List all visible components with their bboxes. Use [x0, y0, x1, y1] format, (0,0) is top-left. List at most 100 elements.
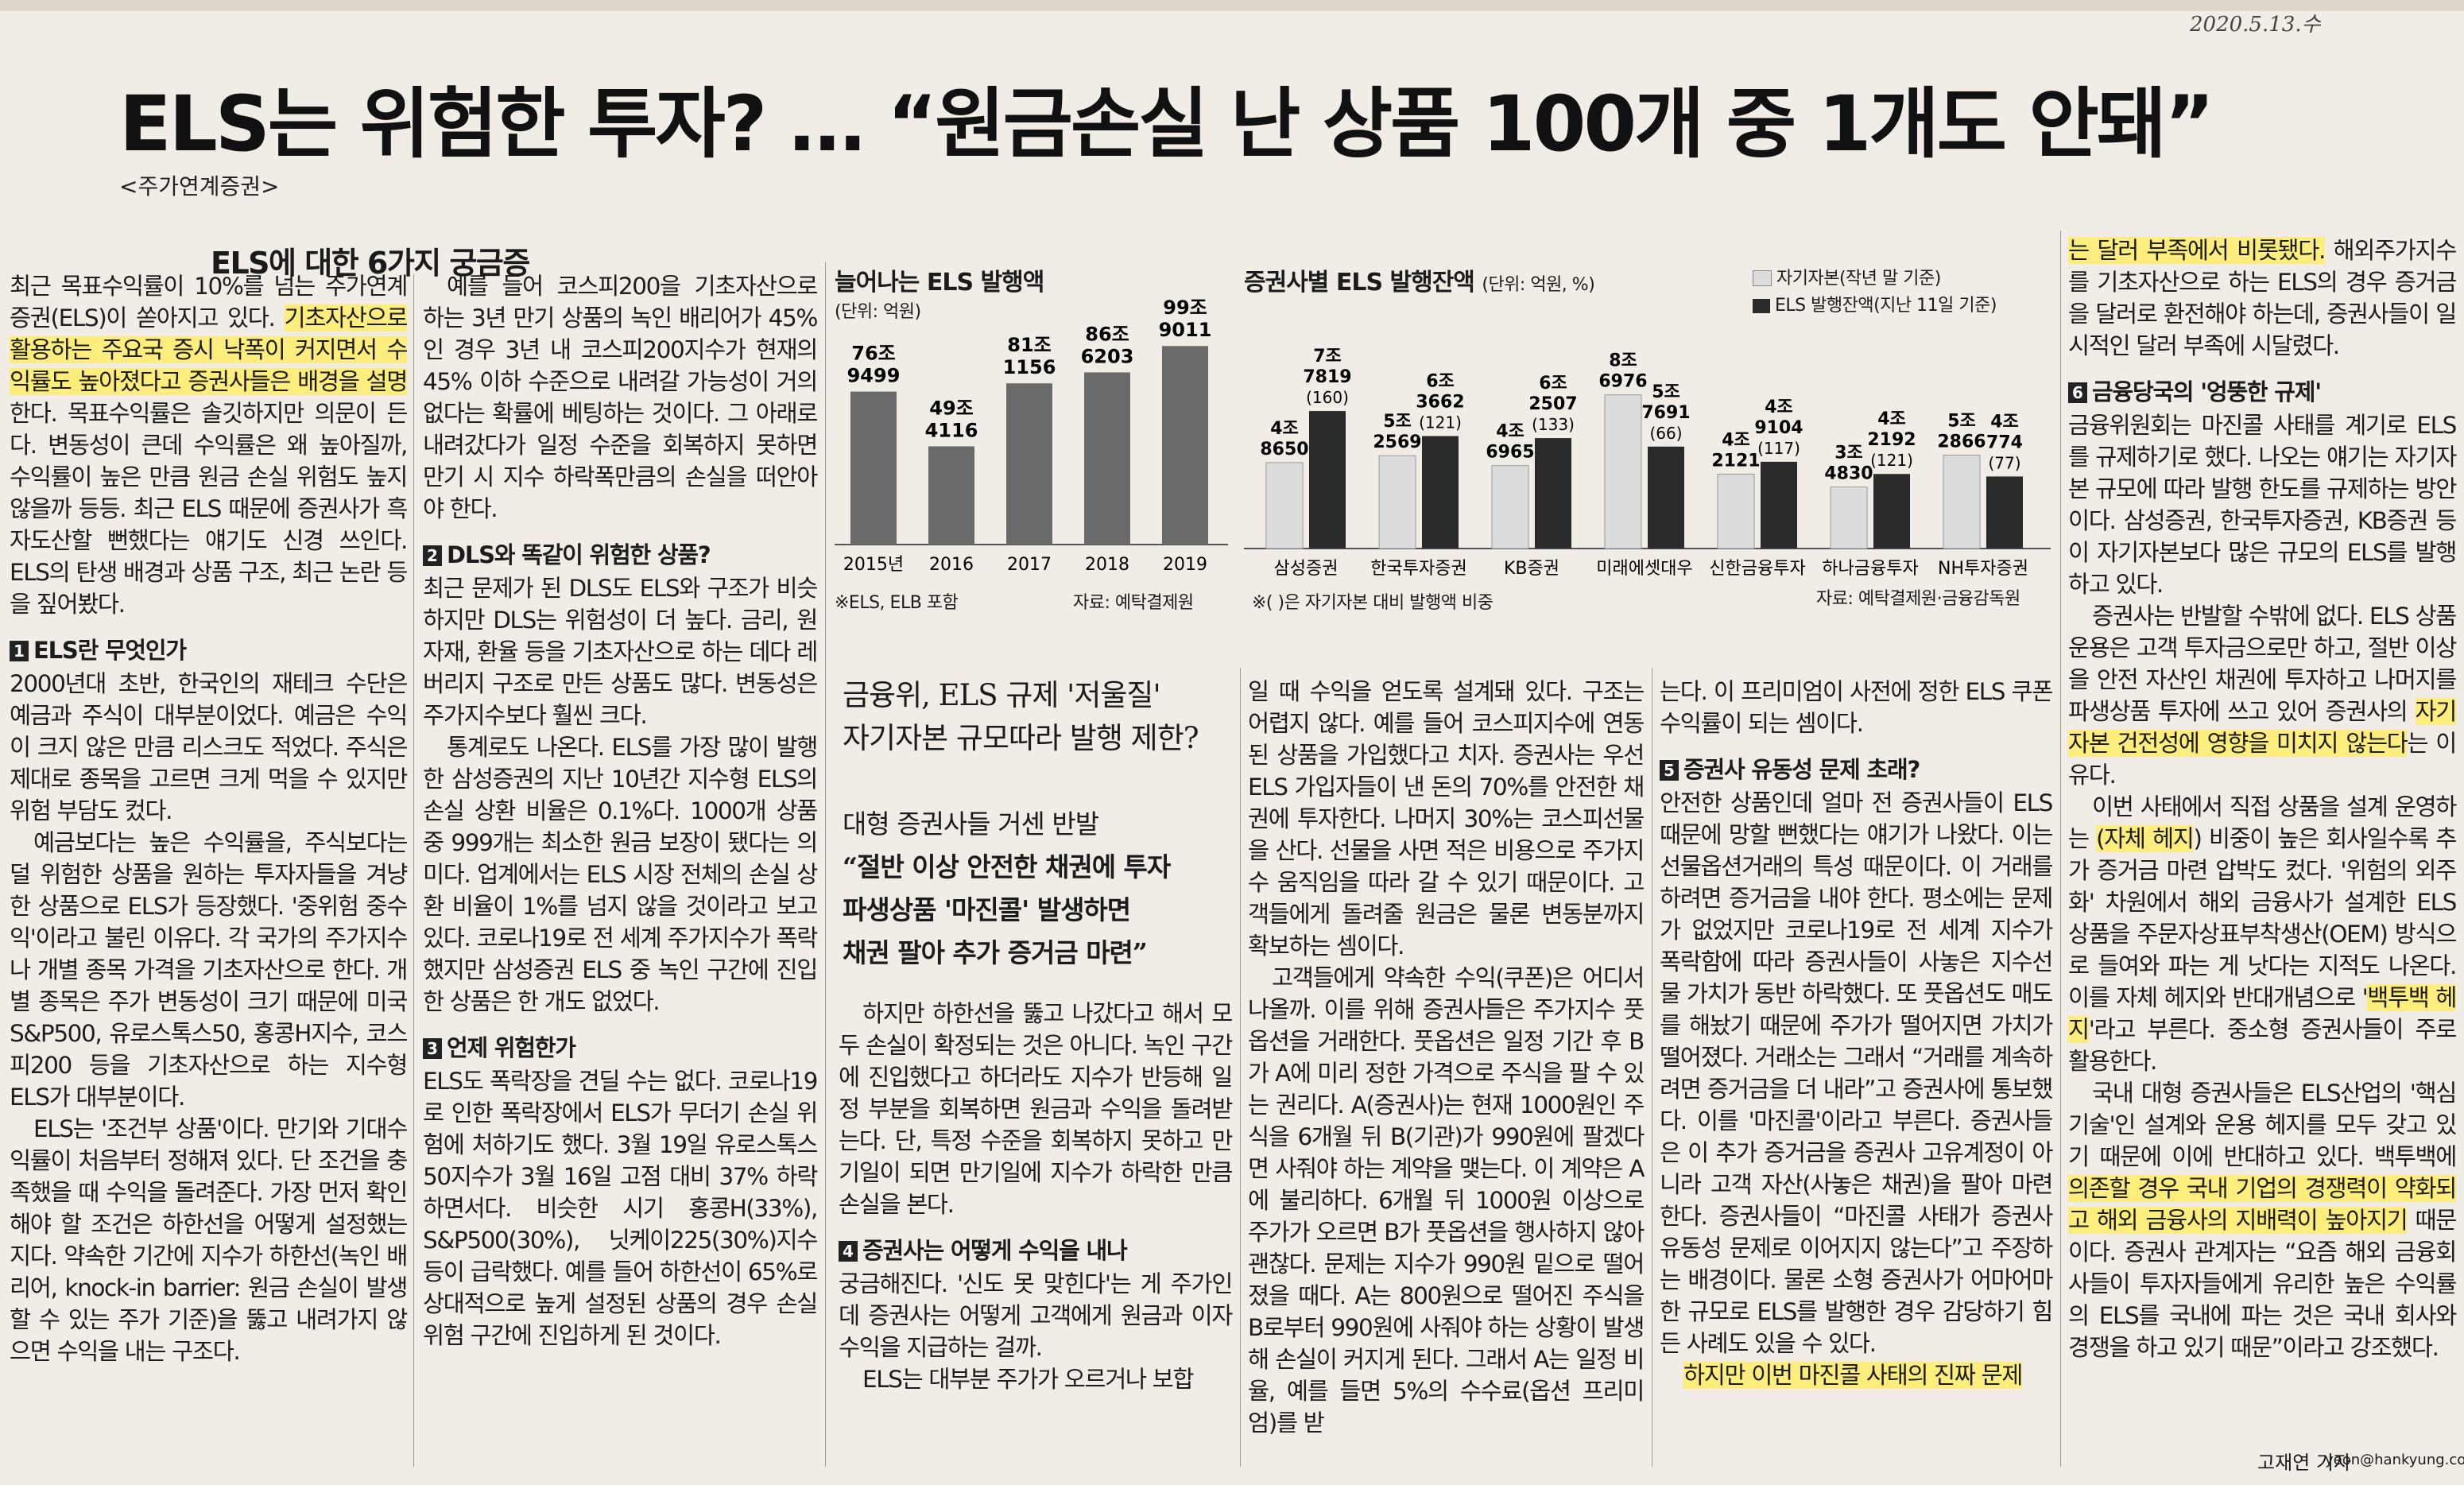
- bar-value-label: 2192: [1867, 430, 1916, 450]
- bar-2-0: [1491, 465, 1529, 549]
- x-tick-label: NH투자증권: [1938, 559, 2028, 579]
- bar-5-1: [1873, 474, 1910, 549]
- bar-value-label: 2569: [1373, 432, 1421, 452]
- bar-value-label: 5조: [1652, 382, 1680, 402]
- chart-source: 자료: 예탁결제원·금융감독원: [1816, 589, 2020, 609]
- bar-value-label: 76조: [851, 343, 895, 365]
- bar-3: [1084, 372, 1130, 545]
- chart-footnote: ※ELS, ELB 포함: [835, 593, 959, 613]
- x-tick-label: 삼성증권: [1274, 559, 1339, 579]
- x-tick-label: 미래에셋대우: [1596, 559, 1692, 579]
- bar-value-label: 86조: [1085, 323, 1129, 345]
- article-column-4: 일 때 수익을 얻도록 설계돼 있다. 구조는 어렵지 않다. 예를 들어 코스…: [1248, 676, 1645, 1439]
- article-column-2: 예를 들어 코스피200을 기초자산으로 하는 3년 만기 상품의 녹인 배리어…: [423, 270, 818, 1351]
- question-5-heading: 5 증권사 유동성 문제 초래?: [1660, 754, 2052, 785]
- question-3-heading: 3 언제 위험한가: [423, 1032, 817, 1064]
- paragraph: 궁금해진다. '신도 못 맞힌다'는 게 주가인데 증권사는 어떻게 고객에게 …: [839, 1270, 1233, 1361]
- bar-4-0: [1717, 473, 1755, 549]
- paragraph: ELS도 폭락장을 견딜 수는 없다. 코로나19로 인한 폭락장에서 ELS가…: [423, 1068, 818, 1349]
- sub-headline-line: 대형 증권사들 거센 반발: [843, 808, 1099, 839]
- paragraph: 안전한 상품인데 얼마 전 증권사들이 ELS 때문에 망할 뻔했다는 얘기가 …: [1660, 789, 2053, 1357]
- bar-value-label: 7819: [1303, 367, 1351, 387]
- chart-source: 자료: 예탁결제원: [1073, 593, 1194, 613]
- column-rule: [825, 262, 826, 1467]
- paragraph: ELS는 '조건부 상품'이다. 만기와 기대수익률이 처음부터 정해져 있다.…: [10, 1115, 408, 1365]
- ratio-label: (117): [1757, 439, 1800, 458]
- highlight: 의존할 경우 국내 기업의 경쟁력이 약화되고 해외 금융사의 지배력이 높아지…: [2068, 1175, 2457, 1234]
- bar-4: [1162, 346, 1208, 545]
- sub-headline-line: 자기자본 규모따라 발행 제한?: [843, 721, 1199, 755]
- paragraph: 이번 사태에서 직접 상품을 설계 운영하는 (자체 헤지) 비중이 높은 회사…: [2068, 793, 2457, 1075]
- x-tick-label: 2015년: [843, 555, 904, 575]
- headline: ELS는 위험한 투자? … “원금손실 난 상품 100개 중 1개도 안돼”: [119, 79, 2214, 169]
- bar-value-label: 2507: [1528, 394, 1577, 414]
- x-tick-label: 2016: [929, 555, 974, 575]
- paragraph: 예금보다는 높은 수익률을, 주식보다는 덜 위험한 상품을 원하는 투자자들을…: [10, 829, 408, 1111]
- paragraph: 는다. 이 프리미엄이 사전에 정한 ELS 쿠폰 수익률이 되는 셈이다.: [1660, 678, 2053, 737]
- sub-headline: 금융위, ELS 규제 '저울질' 자기자본 규모따라 발행 제한?: [843, 674, 1232, 760]
- question-1-heading: 1 ELS란 무엇인가: [10, 634, 407, 666]
- question-6-heading: 6 금융당국의 '엉뚱한 규제': [2068, 376, 2456, 408]
- legend-swatch-light: [1753, 270, 1772, 286]
- chart-els-by-broker: 증권사별 ELS 발행잔액 (단위: 억원, %) 자기자본(작년 말 기준) …: [1244, 262, 2055, 620]
- bar-0-0: [1265, 462, 1304, 549]
- bar-value-label: 9011: [1159, 319, 1212, 341]
- ratio-label: (133): [1532, 415, 1575, 434]
- x-tick-label: 신한금융투자: [1709, 559, 1805, 579]
- sub-headline-line: 파생상품 '마진콜' 발생하면: [843, 894, 1131, 925]
- paragraph: 하지만 하한선을 뚫고 나갔다고 해서 모두 손실이 확정되는 것은 아니다. …: [839, 1000, 1233, 1218]
- bar-value-label: 4830: [1824, 464, 1873, 484]
- bar-4-1: [1761, 461, 1797, 549]
- bar-2: [1006, 383, 1052, 545]
- x-tick-label: 하나금융투자: [1822, 559, 1918, 579]
- x-tick-label: KB증권: [1504, 559, 1559, 579]
- bar-1-1: [1422, 436, 1459, 549]
- bar-value-label: 4조: [1722, 430, 1750, 450]
- ratio-label: (77): [1988, 453, 2020, 472]
- bar-value-label: 4조: [1270, 419, 1299, 439]
- bar-6-1: [1986, 476, 2023, 549]
- chart-title: 증권사별 ELS 발행잔액 (단위: 억원, %): [1244, 269, 1595, 297]
- legend-swatch-dark: [1753, 299, 1770, 313]
- article-column-1: 최근 목표수익률이 10%를 넘는 주가연계증권(ELS)이 쏟아지고 있다. …: [10, 270, 408, 1367]
- ratio-label: (121): [1870, 451, 1913, 470]
- bar-value-label: 1156: [1003, 356, 1056, 378]
- bar-value-label: 2121: [1711, 451, 1760, 471]
- article-column-6: 는 달러 부족에서 비롯됐다. 해외주가지수를 기초자산으로 하는 ELS의 경…: [2068, 235, 2457, 1363]
- bar-3-1: [1648, 446, 1684, 549]
- legend-item: 자기자본(작년 말 기준): [1753, 264, 1941, 289]
- highlight: (자체 헤지: [2096, 825, 2195, 852]
- bar-0: [850, 391, 897, 545]
- bar-value-label: 3662: [1416, 393, 1464, 413]
- column-rule: [413, 274, 414, 1467]
- bar-0-1: [1309, 411, 1346, 549]
- article-column-3: 하지만 하한선을 뚫고 나갔다고 해서 모두 손실이 확정되는 것은 아니다. …: [839, 998, 1233, 1395]
- x-tick-label: 한국투자증권: [1370, 559, 1466, 579]
- byline: 고재연 기자: [2257, 1452, 2352, 1474]
- bar-value-label: 6조: [1426, 372, 1455, 392]
- ratio-label: (66): [1649, 424, 1682, 443]
- bar-value-label: 2866: [1937, 432, 1986, 452]
- intro-paragraph: 최근 목표수익률이 10%를 넘는 주가연계증권(ELS)이 쏟아지고 있다. …: [10, 273, 408, 618]
- paragraph: 국내 대형 증권사들은 ELS산업의 '핵심기술'인 설계와 운용 헤지를 모두…: [2068, 1080, 2457, 1361]
- bar-value-label: 5조: [1947, 412, 1976, 432]
- column-rule: [2060, 231, 2061, 1467]
- bar-value-label: 6조: [1539, 374, 1567, 394]
- bar-value-label: 7조: [1313, 347, 1342, 366]
- bar-value-label: 4조: [1990, 412, 2019, 432]
- bar-1: [928, 446, 974, 545]
- paragraph: 일 때 수익을 얻도록 설계돼 있다. 구조는 어렵지 않다. 예를 들어 코스…: [1248, 678, 1645, 960]
- author-email: yeon@hankyung.com: [2325, 1452, 2464, 1468]
- bar-value-label: 774: [1986, 432, 2023, 452]
- bar-value-label: 5조: [1383, 412, 1412, 432]
- bar-value-label: 9499: [847, 365, 901, 387]
- bar-3-0: [1604, 394, 1642, 549]
- x-tick-label: 2017: [1007, 555, 1052, 575]
- paragraph: 는 달러 부족에서 비롯됐다. 해외주가지수를 기초자산으로 하는 ELS의 경…: [2068, 237, 2457, 359]
- paragraph: ELS는 대부분 주가가 오르거나 보합: [862, 1366, 1195, 1393]
- bar-value-label: 8650: [1260, 440, 1308, 459]
- bar-value-label: 6976: [1598, 372, 1647, 392]
- bar-value-label: 8조: [1609, 351, 1637, 371]
- bar-value-label: 4116: [925, 419, 978, 441]
